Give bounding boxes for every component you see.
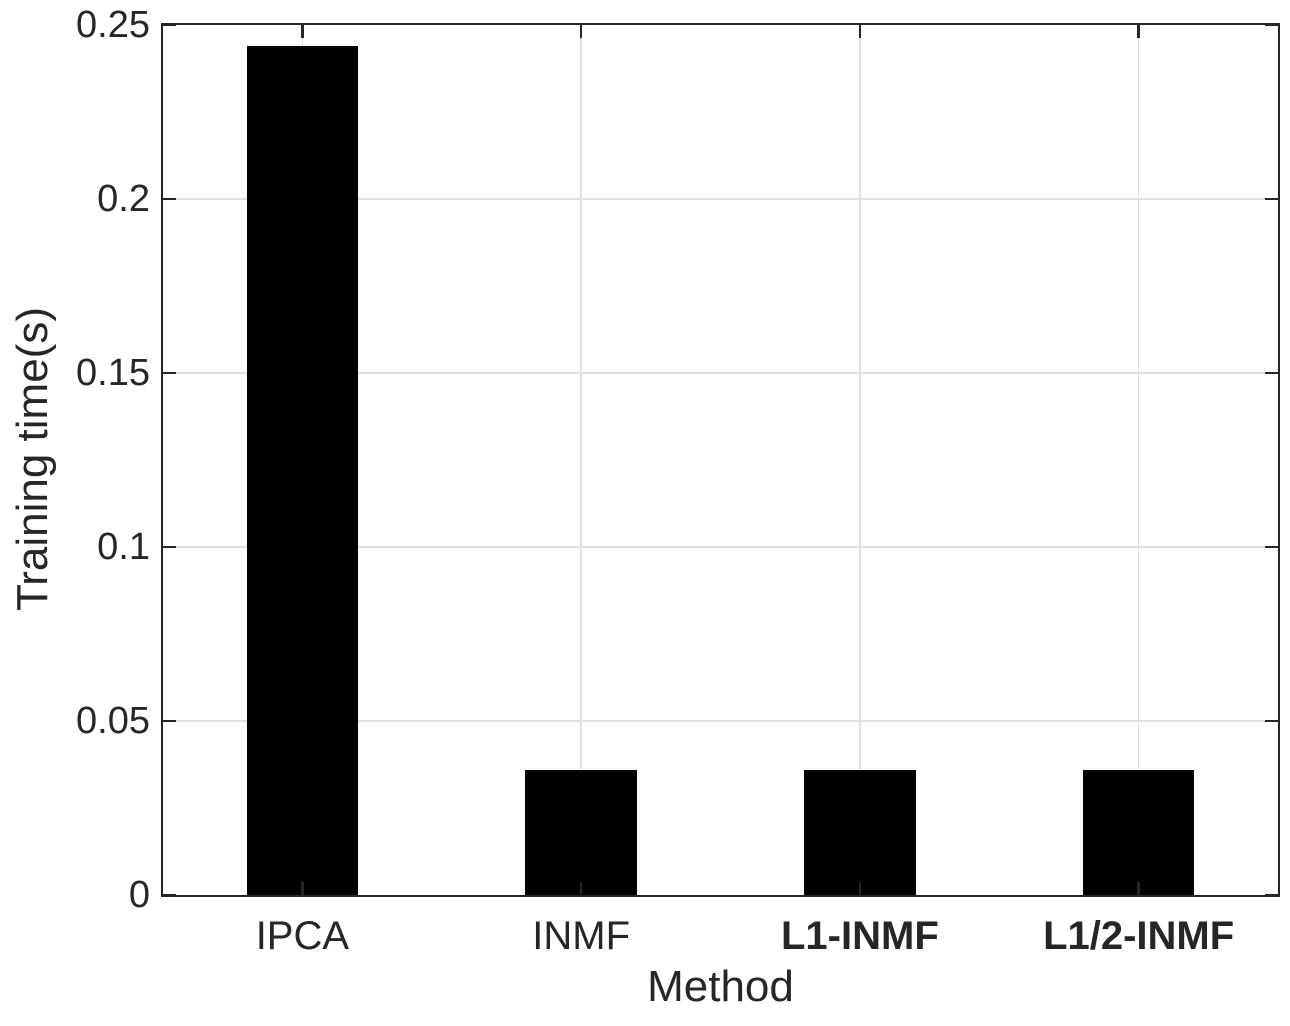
y-tick [163,23,176,27]
x-tick-top [301,25,304,38]
y-tick [163,197,176,201]
y-tick-label: 0.1 [97,526,150,568]
y-tick [163,719,176,723]
y-tick [163,545,176,549]
x-category-label: IPCA [255,914,350,958]
x-category-label: L1-INMF [780,914,939,958]
x-tick-bottom [301,882,304,895]
y-tick-right [1265,719,1278,723]
x-tick-top [579,25,583,38]
bar-l1-inmf [804,769,916,895]
x-tick-bottom [858,882,862,895]
y-axis-label: Training time(s) [8,307,57,611]
bar-inmf [525,769,637,895]
x-gridline [859,25,861,895]
x-tick-bottom [579,882,583,895]
y-tick-right [1265,371,1278,375]
bar-ipca [246,45,359,895]
y-gridline [163,372,1278,374]
y-tick-right [1265,23,1278,27]
y-tick-right [1265,545,1278,549]
x-tick-top [858,25,862,38]
y-tick-label: 0.25 [76,4,150,46]
y-tick [163,371,176,375]
x-category-label: L1/2-INMF [1043,914,1235,958]
y-gridline [163,720,1278,722]
y-tick [163,893,176,897]
x-gridline [580,25,582,895]
bar-l1-2-inmf [1082,769,1195,895]
y-gridline [163,198,1278,200]
x-tick-bottom [1137,882,1140,895]
x-axis-label: Method [647,962,794,1011]
y-tick-label: 0.15 [76,352,150,394]
y-gridline [163,546,1278,548]
y-tick-right [1265,197,1278,201]
x-tick-top [1137,25,1140,38]
plot-area [161,23,1280,897]
y-tick-label: 0.2 [97,178,150,220]
x-gridline [1137,25,1140,895]
y-tick-label: 0.05 [76,700,150,742]
y-tick-right [1265,893,1278,897]
y-tick-label: 0 [128,874,150,916]
x-category-label: INMF [532,914,631,958]
